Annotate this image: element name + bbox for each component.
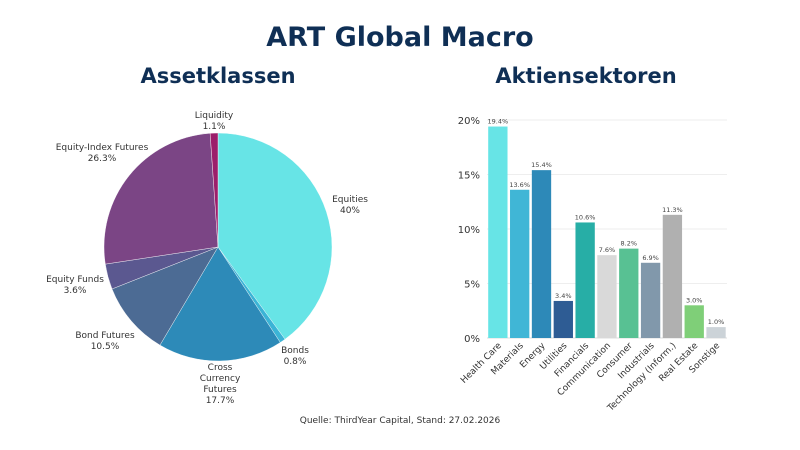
y-tick-label: 0% — [464, 334, 480, 345]
bar-value-label: 13.6% — [509, 181, 530, 189]
pie-label: Bonds 0.8% — [281, 346, 309, 367]
bar — [553, 300, 573, 338]
bar — [488, 126, 508, 338]
bar — [640, 262, 661, 338]
y-tick-label: 15% — [458, 171, 480, 182]
pie-label: Equity Funds 3.6% — [46, 275, 104, 296]
bar-value-label: 8.2% — [621, 240, 638, 248]
bar-value-label: 11.3% — [662, 206, 683, 214]
bar-value-label: 6.9% — [642, 254, 659, 262]
y-tick-label: 10% — [458, 225, 480, 236]
bar-value-label: 7.6% — [599, 246, 616, 254]
pie-label: Bond Futures 10.5% — [75, 331, 135, 352]
pie-label: Equity-Index Futures 26.3% — [56, 143, 149, 164]
bar — [597, 255, 617, 338]
pie-label: Cross Currency Futures 17.7% — [200, 363, 241, 406]
bar-value-label: 3.0% — [686, 296, 703, 304]
bar-value-label: 3.4% — [555, 292, 572, 300]
bar — [531, 170, 552, 338]
page-title: ART Global Macro — [266, 22, 534, 53]
bar — [575, 222, 595, 338]
y-tick-label: 5% — [464, 280, 480, 291]
bar — [662, 214, 683, 338]
pie-slice — [111, 246, 219, 346]
pie-slice — [209, 132, 219, 248]
bar — [684, 305, 704, 338]
pie-label: Equities 40% — [332, 195, 368, 216]
bar — [706, 327, 726, 338]
pie-slice — [217, 132, 333, 340]
bar — [619, 248, 639, 338]
pie-slice — [159, 246, 281, 362]
bar-value-label: 10.6% — [575, 213, 596, 221]
pie-chart-title: Assetklassen — [140, 64, 296, 88]
pie-slice — [103, 133, 219, 265]
bar-value-label: 15.4% — [531, 161, 552, 169]
bar-value-label: 1.0% — [708, 318, 725, 326]
bar-value-label: 19.4% — [488, 118, 509, 126]
y-tick-label: 20% — [458, 116, 480, 127]
bar-chart-title: Aktiensektoren — [495, 64, 677, 88]
pie-label: Liquidity 1.1% — [195, 111, 234, 132]
source-note: Quelle: ThirdYear Capital, Stand: 27.02.… — [299, 416, 501, 426]
bar — [510, 189, 530, 338]
